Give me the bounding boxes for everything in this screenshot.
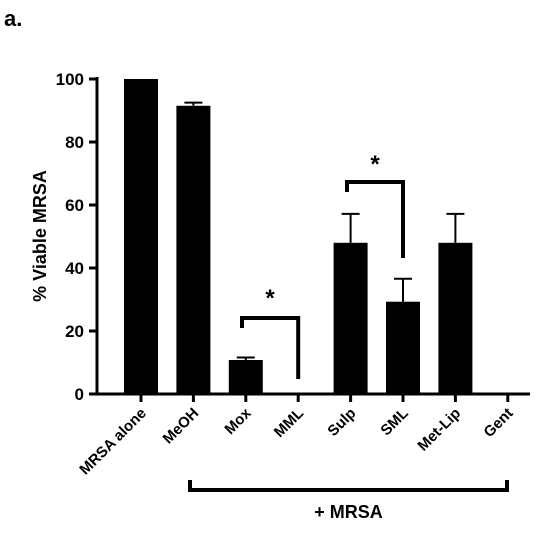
bar — [333, 242, 368, 394]
y-tick-label: 0 — [75, 385, 84, 404]
category-label: MRSA alone — [76, 405, 150, 479]
category-label: Gent — [480, 405, 516, 441]
y-tick-label: 40 — [65, 259, 84, 278]
group-bracket — [188, 480, 509, 492]
y-tick-label: 60 — [65, 196, 84, 215]
group-bracket-label: + MRSA — [314, 502, 383, 522]
y-axis-title: % Viable MRSA — [30, 170, 50, 302]
bar — [386, 301, 420, 394]
significance-bracket — [345, 180, 405, 258]
y-tick-label: 80 — [65, 133, 84, 152]
y-tick-label: 100 — [56, 70, 84, 89]
panel-label: a. — [4, 6, 22, 31]
bar — [124, 79, 158, 394]
category-label: SML — [377, 405, 411, 439]
category-label: MeOH — [160, 405, 203, 448]
bar — [176, 105, 211, 395]
significance-star: * — [370, 151, 380, 178]
category-label: MML — [271, 405, 307, 441]
category-label: Sulp — [324, 405, 359, 440]
significance-bracket — [240, 316, 301, 379]
significance-star: * — [265, 285, 275, 312]
category-label: Met-Lip — [414, 405, 464, 455]
bar — [228, 359, 263, 394]
bar — [438, 242, 473, 394]
y-tick-label: 20 — [65, 322, 84, 341]
category-label: Mox — [221, 404, 255, 438]
